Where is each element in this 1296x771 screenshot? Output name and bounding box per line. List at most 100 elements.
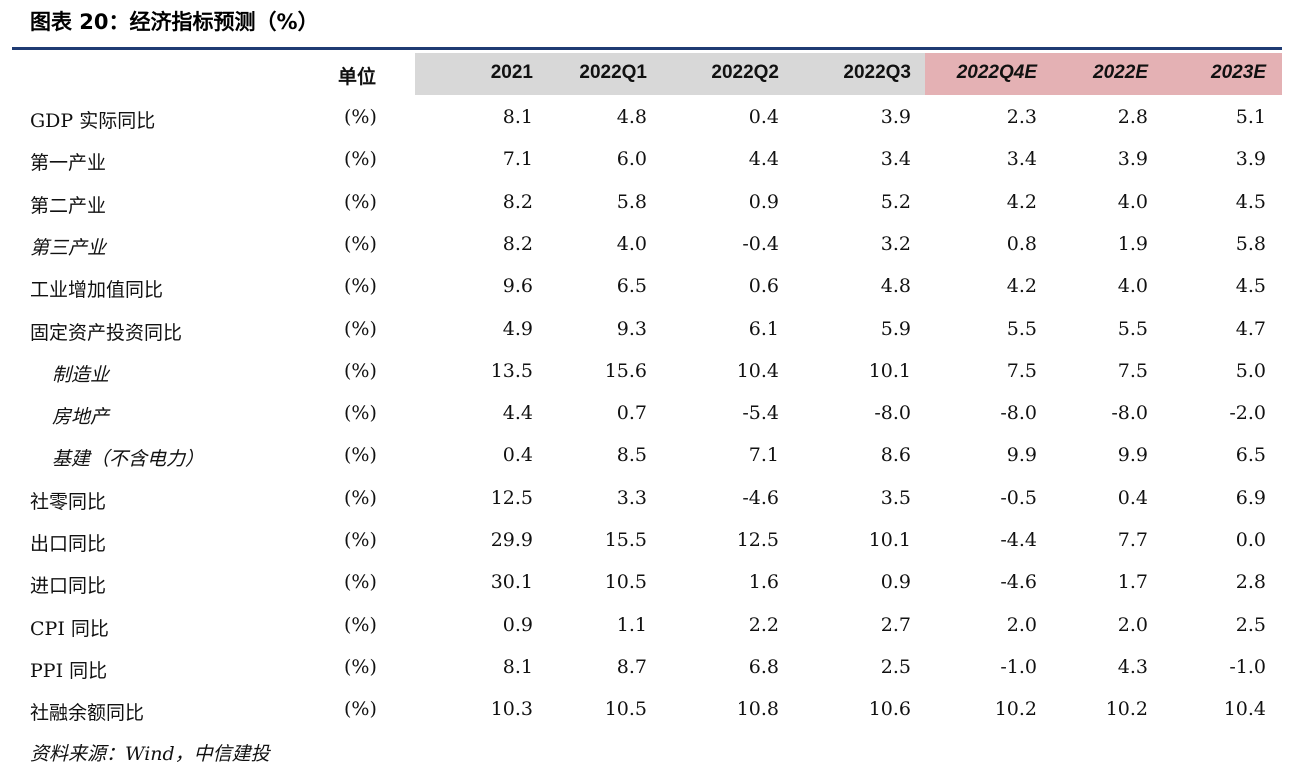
table-cell: 4.0 — [1117, 190, 1148, 213]
row-label: 房地产 — [52, 406, 110, 429]
row-unit: (%) — [344, 655, 377, 678]
table-cell: 2.5 — [880, 655, 911, 678]
table-cell: 10.4 — [736, 359, 779, 382]
table-cell: 0.9 — [502, 613, 533, 636]
table-cell: 0.9 — [880, 571, 911, 594]
header-col-2022q1: 2022Q1 — [579, 62, 647, 83]
table-cell: 3.3 — [616, 486, 647, 509]
table-cell: 29.9 — [490, 529, 533, 551]
table-cell: 8.7 — [616, 655, 647, 678]
table-cell: -4.6 — [1000, 571, 1037, 594]
table-cell: 9.9 — [1117, 444, 1148, 467]
source-note: 资料来源：Wind，中信建投 — [30, 743, 270, 765]
table-cell: 3.5 — [880, 486, 911, 509]
table-cell: 5.5 — [1117, 317, 1148, 340]
table-cell: 1.1 — [616, 613, 647, 636]
table-cell: 5.8 — [616, 190, 647, 213]
table-cell: 4.3 — [1117, 655, 1148, 678]
table-cell: 7.1 — [502, 148, 533, 171]
table-cell: 0.0 — [1235, 529, 1266, 551]
table-cell: 7.5 — [1006, 359, 1037, 382]
row-label: 制造业 — [52, 363, 110, 386]
table-cell: 1.9 — [1117, 232, 1148, 255]
row-label: 第一产业 — [30, 152, 107, 175]
table-cell: 12.5 — [736, 529, 779, 551]
title-rule — [12, 47, 1282, 50]
row-label: 社零同比 — [30, 490, 107, 513]
table-cell: 0.6 — [748, 275, 779, 298]
table-cell: -5.4 — [742, 402, 779, 425]
header-unit: 单位 — [338, 67, 377, 88]
table-cell: 9.3 — [616, 317, 647, 340]
table-cell: 3.4 — [1006, 148, 1037, 171]
table-cell: 6.8 — [748, 655, 779, 678]
table-cell: 3.9 — [1235, 148, 1266, 171]
table-cell: -0.4 — [742, 232, 779, 255]
row-unit: (%) — [344, 486, 377, 509]
row-label: 出口同比 — [30, 533, 107, 555]
header-col-2022q2: 2022Q2 — [711, 62, 779, 83]
table-cell: 0.4 — [1117, 486, 1148, 509]
table-cell: 4.7 — [1235, 317, 1266, 340]
row-unit: (%) — [344, 148, 377, 171]
row-label: CPI 同比 — [30, 617, 109, 640]
table-cell: 15.5 — [604, 529, 647, 551]
table-cell: 3.9 — [880, 106, 911, 128]
table-cell: 10.2 — [1105, 698, 1148, 721]
table-cell: 10.5 — [604, 698, 647, 721]
row-unit: (%) — [344, 444, 377, 467]
header-col-2023e: 2023E — [1211, 62, 1266, 83]
header-col-2022q3: 2022Q3 — [843, 62, 911, 83]
table-cell: 2.8 — [1235, 571, 1266, 594]
table-cell: 4.8 — [880, 275, 911, 298]
table-cell: 1.6 — [748, 571, 779, 594]
row-label: 固定资产投资同比 — [30, 321, 183, 344]
table-cell: 5.9 — [880, 317, 911, 340]
header-col-2022e: 2022E — [1093, 62, 1148, 83]
table-cell: 7.7 — [1117, 529, 1148, 551]
row-unit: (%) — [344, 190, 377, 213]
table-cell: 0.8 — [1006, 232, 1037, 255]
table-cell: 10.3 — [490, 698, 533, 721]
table-cell: 10.8 — [736, 698, 779, 721]
table-cell: -1.0 — [1000, 655, 1037, 678]
table-cell: 6.9 — [1235, 486, 1266, 509]
table-cell: 4.4 — [502, 402, 533, 425]
table-cell: 6.1 — [748, 317, 779, 340]
table-cell: 0.4 — [502, 444, 533, 467]
table-cell: 8.2 — [502, 232, 533, 255]
row-unit: (%) — [344, 613, 377, 636]
row-unit: (%) — [344, 275, 377, 298]
table-title: 图表 20：经济指标预测（%） — [30, 10, 319, 34]
table-cell: 10.1 — [868, 529, 911, 551]
row-label: GDP 实际同比 — [30, 110, 156, 132]
table-cell: 8.2 — [502, 190, 533, 213]
table-cell: 2.7 — [880, 613, 911, 636]
table-cell: 2.5 — [1235, 613, 1266, 636]
table-cell: 4.8 — [616, 106, 647, 128]
row-label: 社融余额同比 — [30, 702, 145, 725]
table-cell: 10.5 — [604, 571, 647, 594]
table-cell: 8.1 — [502, 655, 533, 678]
table-cell: 2.3 — [1006, 106, 1037, 128]
table-cell: 10.1 — [868, 359, 911, 382]
table-cell: 8.5 — [616, 444, 647, 467]
row-unit: (%) — [344, 402, 377, 425]
row-unit: (%) — [344, 106, 377, 128]
table-cell: 4.5 — [1235, 190, 1266, 213]
row-label: 第三产业 — [30, 236, 107, 259]
table-cell: -4.6 — [742, 486, 779, 509]
table-cell: 13.5 — [490, 359, 533, 382]
table-cell: 3.4 — [880, 148, 911, 171]
table-cell: 3.2 — [880, 232, 911, 255]
table-cell: -2.0 — [1229, 402, 1266, 425]
table-cell: 4.2 — [1006, 190, 1037, 213]
table-cell: 3.9 — [1117, 148, 1148, 171]
row-label: 第二产业 — [30, 194, 107, 217]
header-col-2021: 2021 — [490, 62, 533, 83]
row-label: 进口同比 — [30, 575, 107, 598]
table-cell: 4.2 — [1006, 275, 1037, 298]
table-cell: -8.0 — [1000, 402, 1037, 425]
row-label: 基建（不含电力） — [52, 448, 205, 471]
header-band-forecast — [925, 53, 1282, 95]
